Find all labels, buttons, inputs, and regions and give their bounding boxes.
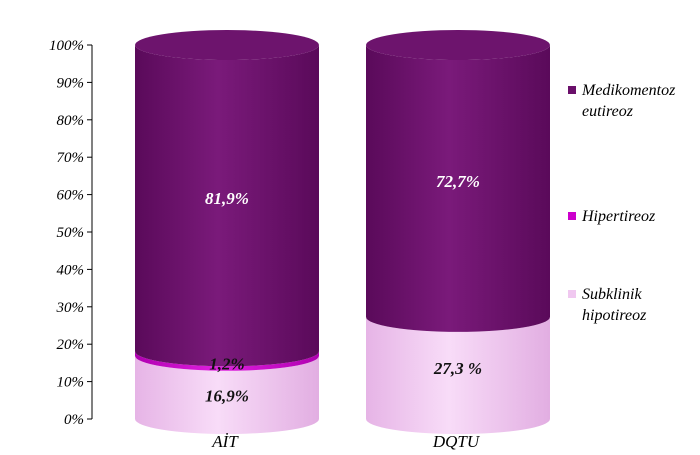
data-label-1-2: 72,7%: [436, 172, 480, 191]
y-tick-label: 0%: [64, 412, 84, 428]
y-tick-label: 40%: [57, 262, 85, 278]
bar-top-cap-0: [135, 30, 319, 60]
bar-segment-0-0: [135, 355, 319, 434]
legend-label: hipotireoz: [582, 307, 647, 324]
legend-label: Hipertireoz: [581, 208, 656, 225]
y-tick-label: 50%: [57, 225, 85, 241]
legend-label: Medikomentoz: [581, 82, 676, 99]
data-label-0-0: 16,9%: [205, 386, 249, 405]
legend-swatch: [568, 212, 576, 220]
y-tick-label: 10%: [57, 375, 85, 391]
legend-swatch: [568, 86, 576, 94]
bar-segment-1-0: [366, 316, 550, 434]
legend-label: Subklinik: [582, 286, 642, 303]
x-category-label: DQTU: [432, 432, 481, 451]
data-labels: 16,9% 1,2% 81,9% 27,3 % 72,7%: [205, 172, 482, 405]
bar-segment-1-2: [366, 45, 550, 332]
y-tick-label: 80%: [57, 113, 85, 129]
data-label-1-0: 27,3 %: [433, 359, 482, 378]
bar-segment-0-2: [135, 45, 319, 367]
y-tick-label: 100%: [49, 38, 84, 54]
y-tick-label: 90%: [57, 75, 85, 91]
y-tick-label: 20%: [57, 337, 85, 353]
bar-top-cap-1: [366, 30, 550, 60]
x-axis-labels: AİT DQTU: [211, 432, 481, 451]
legend-swatch: [568, 290, 576, 298]
data-label-0-2: 81,9%: [205, 189, 249, 208]
x-category-label: AİT: [211, 432, 239, 451]
y-tick-label: 60%: [57, 188, 85, 204]
bars: [135, 30, 550, 434]
bar-segment-0-1: [135, 351, 319, 371]
y-axis: 0% 10% 20% 30% 40% 50% 60% 70% 80% 90% 100%: [49, 38, 93, 428]
y-tick-label: 30%: [56, 300, 85, 316]
data-label-0-1: 1,2%: [209, 354, 244, 373]
legend: Medikomentoz eutireoz Hipertireoz Subklinik…: [568, 82, 676, 324]
y-tick-label: 70%: [57, 150, 85, 166]
legend-label: eutireoz: [582, 103, 634, 120]
